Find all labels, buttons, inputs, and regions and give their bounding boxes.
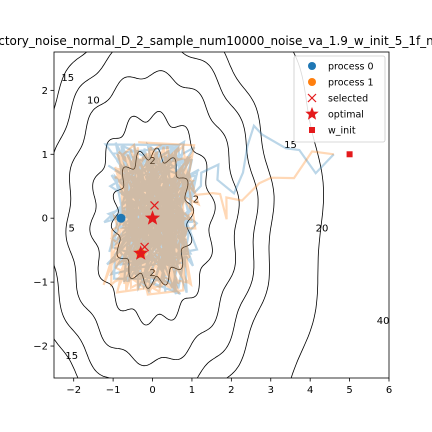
- legend-item: process 0: [308, 62, 374, 73]
- y-tick-label: 1: [42, 150, 48, 161]
- legend-marker: [308, 62, 316, 70]
- x-axis: −2 −1 0 1 2 3 4 5 6: [66, 378, 392, 396]
- x-tick-label: −2: [66, 385, 81, 396]
- y-tick-label: −1: [33, 278, 48, 289]
- plot-frame: [53, 51, 390, 379]
- legend-marker: [305, 107, 319, 120]
- legend-item: w_init: [309, 126, 356, 137]
- x-tick-label: 6: [386, 385, 392, 396]
- trajectory-line: [103, 123, 335, 296]
- legend-label: process 0: [328, 62, 374, 73]
- contour-label: 2: [149, 156, 155, 167]
- x-tick-label: −1: [106, 385, 121, 396]
- process-0-start-point: [116, 213, 126, 223]
- y-tick-label: −2: [33, 342, 48, 353]
- contour-label: 15: [65, 351, 78, 362]
- legend-item: optimal: [305, 107, 364, 121]
- contour-line-15: [54, 52, 259, 378]
- chart-title: ctory_noise_normal_D_2_sample_num10000_n…: [0, 34, 432, 48]
- markers: [116, 151, 353, 260]
- contour-label: 10: [87, 95, 100, 106]
- legend-label: w_init: [328, 126, 356, 137]
- contour-label: 40: [377, 316, 390, 327]
- contour-lines: [54, 52, 325, 378]
- contour-line-2: [110, 147, 195, 289]
- x-tick-label: 4: [307, 385, 313, 396]
- x-tick-label: 5: [346, 385, 352, 396]
- selected-point-0: [150, 200, 159, 210]
- legend-item: selected: [307, 93, 368, 105]
- legend-item: process 1: [308, 78, 374, 89]
- y-tick-label: 0: [42, 214, 48, 225]
- legend-label: optimal: [328, 110, 364, 121]
- legend-label: selected: [328, 94, 368, 105]
- contour-line-10: [65, 70, 240, 367]
- x-tick-label: 2: [228, 385, 234, 396]
- contour-label: 2: [149, 268, 155, 279]
- contour-label: 15: [284, 140, 297, 151]
- legend-marker: [307, 93, 317, 103]
- contour-labels: 2 2 2 5 10 15 15 15 20 40: [61, 73, 389, 362]
- contour-label: 15: [61, 73, 74, 84]
- legend-marker: [309, 127, 315, 133]
- x-tick-label: 1: [189, 385, 195, 396]
- y-axis: −2 −1 0 1 2: [33, 86, 54, 353]
- x-tick-label: 0: [149, 385, 155, 396]
- trajectory-process-0: [103, 123, 335, 296]
- contour-label: 2: [193, 195, 199, 206]
- contour-label: 5: [69, 223, 75, 234]
- legend-label: process 1: [328, 78, 374, 89]
- contour-label: 20: [316, 223, 329, 234]
- w-init-point: [346, 151, 353, 158]
- legend-box: [293, 55, 386, 143]
- y-tick-label: 2: [42, 86, 48, 97]
- optimal-point-1: [133, 245, 149, 260]
- legend: process 0 process 1 selected optimal w_init: [293, 55, 386, 143]
- optimal-point-0: [144, 210, 161, 225]
- contour-line-5: [89, 110, 216, 326]
- x-tick-label: 3: [268, 385, 274, 396]
- legend-marker: [308, 78, 316, 86]
